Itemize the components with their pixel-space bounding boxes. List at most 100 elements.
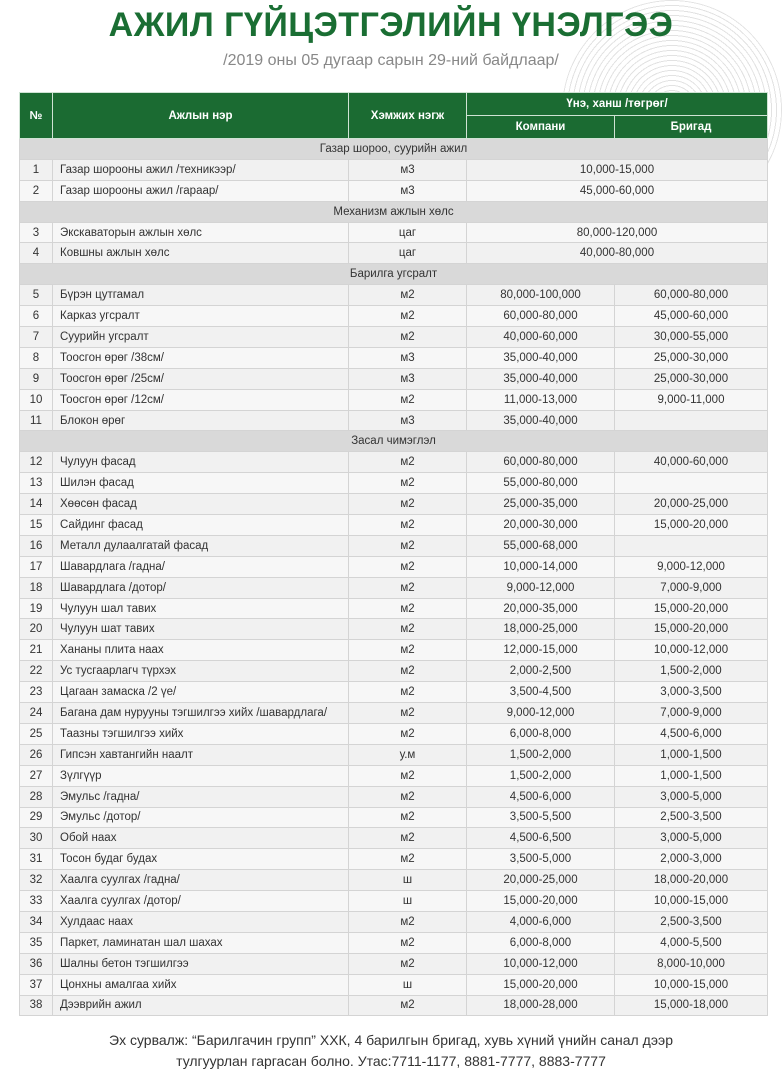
row-number: 2 bbox=[19, 179, 53, 202]
table-row: 20 Чулуун шат тавих м2 18,000-25,000 15,000-… bbox=[19, 618, 768, 641]
table-row: 18 Шавардлага /дотор/м2 9,000-12,000 7,000-… bbox=[19, 576, 768, 599]
table-row: 8 Тоосгон өрөг /38см/м3 35,000-40,000 25,00… bbox=[19, 346, 768, 369]
row-number: 14 bbox=[19, 493, 53, 516]
source-note-line2: тулгуурлан гаргасан болно. Утас:7711-117… bbox=[176, 1053, 606, 1069]
company-price: 80,000-100,000 bbox=[466, 284, 615, 307]
company-price: 3,500-5,000 bbox=[466, 848, 615, 871]
company-price: 4,000-6,000 bbox=[466, 910, 615, 933]
work-name: Чулуун фасад bbox=[52, 451, 349, 474]
brigade-price: 3,000-5,000 bbox=[614, 827, 768, 850]
table-row: 37 Цонхны амалгаа хийх ш 15,000-20,000 10,00… bbox=[19, 973, 768, 996]
table-row: 16 Металл дулаалгатай фасад м2 55,000-68,00… bbox=[19, 534, 768, 557]
unit: м2 bbox=[348, 597, 467, 620]
brigade-price: 2,000-3,000 bbox=[614, 848, 768, 871]
brigade-price: 20,000-25,000 bbox=[614, 493, 768, 516]
work-name: Ус тусгаарлагч түрхэх bbox=[52, 660, 349, 683]
company-price: 60,000-80,000 bbox=[466, 451, 615, 474]
work-name: Дээврийн ажил bbox=[52, 994, 349, 1017]
row-number: 15 bbox=[19, 514, 53, 536]
unit: м2 bbox=[348, 806, 467, 829]
brigade-price: 4,500-6,000 bbox=[614, 722, 768, 745]
row-number: 9 bbox=[19, 367, 53, 390]
company-price: 6,000-8,000 bbox=[466, 931, 615, 954]
work-name: Зүлгүүр bbox=[52, 764, 349, 787]
brigade-price: 15,000-20,000 bbox=[614, 597, 768, 620]
company-price: 11,000-13,000 bbox=[466, 388, 615, 411]
brigade-price: 18,000-20,000 bbox=[614, 869, 768, 892]
row-number: 18 bbox=[19, 576, 53, 599]
table-row: 23 Цагаан замаска /2 үе/м2 3,500-4,500 3,00… bbox=[19, 681, 768, 704]
work-name: Хөөсөн фасад bbox=[52, 493, 349, 516]
row-number: 31 bbox=[19, 848, 53, 871]
work-name: Суурийн угсралт bbox=[52, 326, 349, 348]
unit: ш bbox=[348, 890, 467, 912]
unit: м2 bbox=[348, 618, 467, 641]
table-row: 21 Хананы плита наах м2 12,000-15,000 10,000… bbox=[19, 639, 768, 662]
unit: м2 bbox=[348, 493, 467, 516]
brigade-price: 60,000-80,000 bbox=[614, 284, 768, 307]
unit: м2 bbox=[348, 660, 467, 683]
brigade-price: 40,000-60,000 bbox=[614, 451, 768, 474]
brigade-price: 7,000-9,000 bbox=[614, 702, 768, 724]
header-unit: Хэмжих нэгж bbox=[348, 92, 467, 139]
unit: ш bbox=[348, 869, 467, 892]
header-no: № bbox=[19, 92, 53, 139]
source-note-line1: Эх сурвалж: “Барилгачин групп” ХХК, 4 ба… bbox=[109, 1032, 673, 1048]
brigade-price: 1,000-1,500 bbox=[614, 764, 768, 787]
row-number: 26 bbox=[19, 743, 53, 766]
section-row: Механизм ажлын хөлс bbox=[19, 200, 768, 223]
unit: м2 bbox=[348, 764, 467, 787]
table-row: 31 Тосон будаг будах м2 3,500-5,000 2,000-3,… bbox=[19, 848, 768, 871]
work-name: Шилэн фасад bbox=[52, 472, 349, 495]
row-number: 21 bbox=[19, 639, 53, 662]
table-row: 6 Карказ угсралт м2 60,000-80,000 45,000-60,… bbox=[19, 305, 768, 328]
unit: м3 bbox=[348, 179, 467, 202]
work-name: Таазны тэгшилгээ хийх bbox=[52, 722, 349, 745]
row-number: 23 bbox=[19, 681, 53, 704]
work-name: Карказ угсралт bbox=[52, 305, 349, 328]
brigade-price: 7,000-9,000 bbox=[614, 576, 768, 599]
work-name: Чулуун шал тавих bbox=[52, 597, 349, 620]
page-title: АЖИЛ ГҮЙЦЭТГЭЛИЙН ҮНЭЛГЭЭ bbox=[108, 6, 674, 44]
row-number: 38 bbox=[19, 994, 53, 1017]
brigade-price: 15,000-20,000 bbox=[614, 514, 768, 536]
row-number: 4 bbox=[19, 242, 53, 265]
brigade-price bbox=[614, 409, 768, 432]
price-range: 10,000-15,000 bbox=[466, 158, 768, 181]
row-number: 36 bbox=[19, 952, 53, 975]
company-price: 9,000-12,000 bbox=[466, 576, 615, 599]
table-row: 35 Паркет, ламинатан шал шахах м2 6,000-8,0… bbox=[19, 931, 768, 954]
work-name: Обой наах bbox=[52, 827, 349, 850]
brigade-price: 3,000-5,000 bbox=[614, 785, 768, 808]
brigade-price: 15,000-20,000 bbox=[614, 618, 768, 641]
unit: м2 bbox=[348, 931, 467, 954]
row-number: 19 bbox=[19, 597, 53, 620]
company-price: 20,000-25,000 bbox=[466, 869, 615, 892]
brigade-price: 10,000-15,000 bbox=[614, 890, 768, 912]
table-row: 5 Бүрэн цутгамал м2 80,000-100,000 60,000-80… bbox=[19, 284, 768, 307]
unit: м2 bbox=[348, 910, 467, 933]
row-number: 17 bbox=[19, 555, 53, 578]
table-row: 9 Тоосгон өрөг /25см/м3 35,000-40,000 25,00… bbox=[19, 367, 768, 390]
company-price: 3,500-5,500 bbox=[466, 806, 615, 829]
brigade-price: 1,000-1,500 bbox=[614, 743, 768, 766]
row-number: 33 bbox=[19, 890, 53, 912]
row-number: 29 bbox=[19, 806, 53, 829]
table-row: 36 Шалны бетон тэгшилгээ м2 10,000-12,000 8,… bbox=[19, 952, 768, 975]
company-price: 15,000-20,000 bbox=[466, 973, 615, 996]
work-name: Шалны бетон тэгшилгээ bbox=[52, 952, 349, 975]
work-name: Ковшны ажлын хөлс bbox=[52, 242, 349, 265]
unit: м2 bbox=[348, 576, 467, 599]
unit: м3 bbox=[348, 367, 467, 390]
work-name: Паркет, ламинатан шал шахах bbox=[52, 931, 349, 954]
unit: м2 bbox=[348, 451, 467, 474]
price-table: № Ажлын нэр Хэмжих нэгж Үнэ, ханш /төгрө… bbox=[19, 92, 768, 1017]
row-number: 22 bbox=[19, 660, 53, 683]
brigade-price: 8,000-10,000 bbox=[614, 952, 768, 975]
header-brigade: Бригад bbox=[614, 115, 768, 139]
company-price: 20,000-30,000 bbox=[466, 514, 615, 536]
unit: м2 bbox=[348, 722, 467, 745]
unit: м2 bbox=[348, 534, 467, 557]
header-company: Компани bbox=[466, 115, 615, 139]
company-price: 1,500-2,000 bbox=[466, 743, 615, 766]
